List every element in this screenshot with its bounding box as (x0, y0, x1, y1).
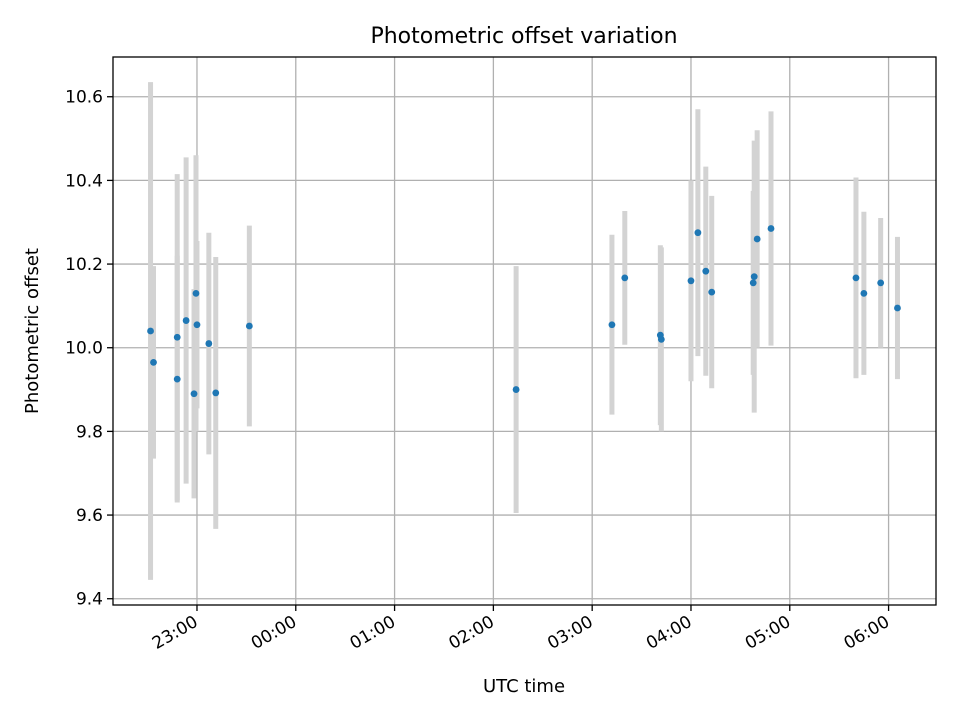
data-point (750, 273, 758, 281)
y-tick-label: 9.6 (76, 506, 103, 526)
x-tick-label: 05:00 (742, 612, 794, 654)
x-tick-label: 03:00 (544, 612, 596, 654)
data-point (749, 279, 757, 287)
data-point (852, 274, 860, 282)
plot-frame (112, 56, 937, 606)
x-axis-label: UTC time (483, 676, 565, 697)
data-point (694, 229, 702, 237)
y-axis-ticks: 9.4 9.6 9.8 10.0 10.2 10.4 10.6 (65, 88, 113, 610)
data-point (205, 340, 213, 347)
y-tick-label: 9.8 (76, 422, 103, 442)
x-tick-label: 04:00 (643, 612, 695, 654)
data-point (147, 327, 154, 335)
y-axis-label: Photometric offset (22, 248, 43, 414)
data-point (621, 274, 629, 282)
x-tick-label: 00:00 (248, 612, 300, 654)
data-point (193, 321, 201, 329)
data-point (894, 304, 901, 312)
data-point (245, 322, 253, 330)
data-point (767, 225, 775, 232)
x-tick-label: 02:00 (445, 612, 497, 654)
data-point (702, 267, 710, 275)
data-point (192, 289, 200, 297)
data-point (877, 279, 885, 287)
data-point (150, 358, 157, 366)
x-axis-ticks: 23:00 00:00 01:00 02:00 03:00 04:00 05:00 06:00 (149, 605, 893, 654)
data-point (860, 289, 868, 297)
data-point (687, 277, 695, 285)
data-point (190, 390, 198, 398)
chart-title: Photometric offset variation (370, 24, 677, 49)
data-point (657, 335, 665, 343)
data-point (173, 333, 181, 341)
data-point (753, 235, 761, 243)
data-point (212, 389, 220, 397)
x-tick-label: 23:00 (149, 612, 201, 654)
errorbars (148, 82, 900, 580)
data-point (512, 386, 520, 393)
data-point (182, 317, 190, 324)
y-tick-label: 9.4 (76, 590, 103, 610)
data-point (608, 321, 616, 329)
y-tick-label: 10.2 (65, 255, 103, 275)
y-tick-label: 10.4 (65, 171, 103, 191)
data-points (147, 225, 901, 398)
grid (113, 57, 936, 605)
y-tick-label: 10.6 (65, 88, 103, 108)
x-tick-label: 01:00 (347, 612, 399, 654)
data-point (708, 288, 716, 296)
y-tick-label: 10.0 (65, 339, 103, 359)
x-tick-label: 06:00 (841, 612, 893, 654)
data-point (173, 375, 181, 383)
